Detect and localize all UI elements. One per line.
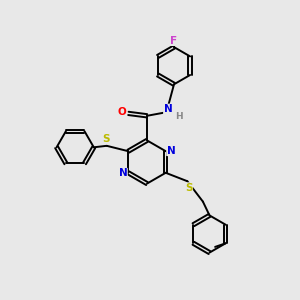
Text: S: S — [102, 134, 110, 144]
Text: N: N — [118, 168, 127, 178]
Text: H: H — [175, 112, 183, 121]
Text: O: O — [117, 107, 126, 117]
Text: N: N — [164, 104, 172, 114]
Text: N: N — [167, 146, 176, 156]
Text: F: F — [170, 35, 178, 46]
Text: S: S — [185, 183, 193, 193]
